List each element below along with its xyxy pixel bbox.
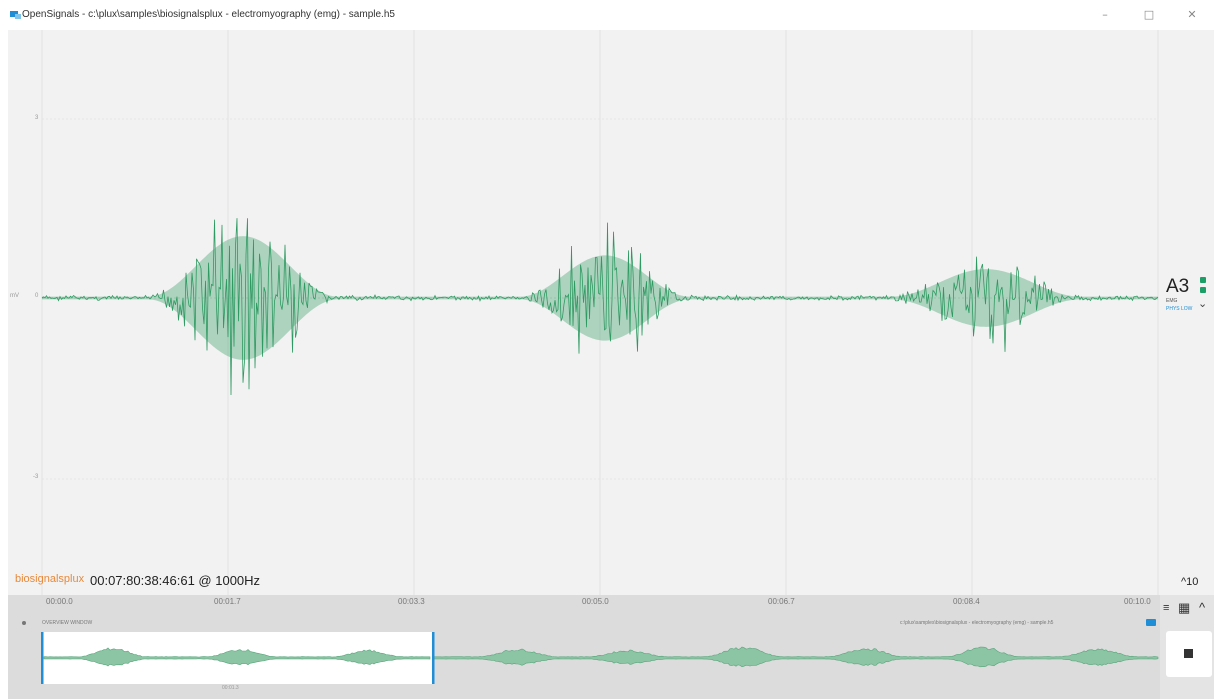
grid-icon[interactable]: ▦ bbox=[1178, 600, 1191, 615]
selection-handle-left bbox=[41, 632, 44, 684]
overview-bullet-icon bbox=[22, 621, 26, 625]
time-tick: 00:03.3 bbox=[398, 597, 425, 606]
y-tick-zero: 0 bbox=[35, 293, 39, 299]
overview-window-label: OVERVIEW WINDOW bbox=[42, 620, 93, 626]
time-tick: 00:01.7 bbox=[214, 597, 241, 606]
collapse-panel-button[interactable]: ^10 bbox=[1181, 576, 1199, 588]
minimize-button[interactable]: – bbox=[1102, 8, 1108, 21]
emg-signal-plot bbox=[41, 30, 1159, 595]
file-path: c:\plux\samples\biosignalsplux - electro… bbox=[900, 620, 1054, 626]
maximize-button[interactable]: □ bbox=[1143, 8, 1155, 21]
selection-handle-right bbox=[432, 632, 435, 684]
time-tick: 00:10.0 bbox=[1124, 597, 1151, 606]
app-icon bbox=[10, 11, 21, 19]
y-tick-top: 3 bbox=[35, 115, 39, 121]
time-tick: 00:05.0 bbox=[582, 597, 609, 606]
channel-panel: A3 EMG PHYS LOW ⌄ bbox=[1160, 30, 1214, 595]
window-title: OpenSignals - c:\plux\samples\biosignals… bbox=[22, 9, 395, 20]
overview-signal bbox=[41, 632, 1159, 684]
plot-grid bbox=[41, 30, 1159, 595]
stop-button[interactable] bbox=[1166, 631, 1212, 677]
time-tick: 00:00.0 bbox=[46, 597, 73, 606]
channel-sensor-label[interactable]: PHYS LOW bbox=[1166, 306, 1193, 312]
menu-icon[interactable]: ≡ bbox=[1163, 602, 1170, 614]
y-tick-bottom: -3 bbox=[33, 474, 39, 480]
stop-icon bbox=[1184, 649, 1193, 658]
channel-name: A3 bbox=[1166, 276, 1190, 297]
channel-color-indicator-icon[interactable] bbox=[1200, 277, 1206, 283]
acquisition-timestamp: 00:07:80:38:46:61 @ 1000Hz bbox=[90, 573, 261, 588]
time-tick: 00:08.4 bbox=[953, 597, 980, 606]
y-axis-unit: mV bbox=[10, 293, 19, 299]
chevron-up-icon[interactable]: ^ bbox=[1199, 600, 1206, 615]
time-tick: 00:06.7 bbox=[768, 597, 795, 606]
chevron-down-icon[interactable]: ⌄ bbox=[1198, 298, 1208, 310]
emg-plot-area[interactable]: 3 mV 0 -3 bbox=[8, 30, 1160, 595]
emg-signal-trace bbox=[41, 218, 1159, 396]
overview-envelope-selected bbox=[43, 647, 431, 667]
overview-time-tick: 00:01.3 bbox=[222, 685, 239, 691]
emg-signal-envelope bbox=[42, 236, 1158, 360]
channel-toggle-icon[interactable] bbox=[1200, 287, 1206, 293]
close-button[interactable]: ✕ bbox=[1187, 8, 1197, 21]
title-bar: OpenSignals - c:\plux\samples\biosignals… bbox=[0, 0, 1214, 30]
biosignalsplux-logo: biosignalsplux bbox=[15, 573, 85, 585]
channel-type: EMG bbox=[1166, 298, 1178, 304]
folder-icon[interactable] bbox=[1146, 619, 1156, 626]
